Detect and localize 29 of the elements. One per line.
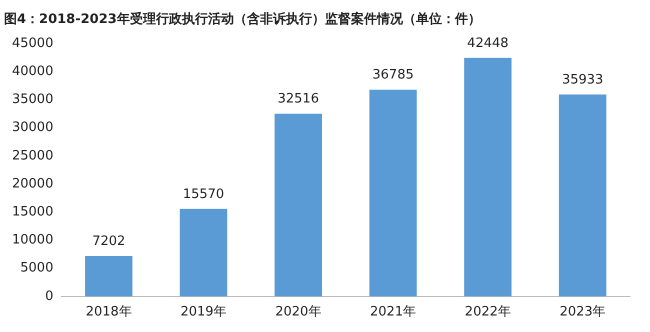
x-tick-label: 2019年: [180, 304, 227, 320]
y-tick-label: 35000: [12, 92, 54, 108]
x-tick-label: 2018年: [86, 304, 132, 320]
y-tick-label: 10000: [12, 232, 54, 248]
x-tick-label: 2021年: [370, 304, 416, 320]
y-tick-label: 45000: [12, 36, 54, 51]
x-tick-label: 2020年: [275, 304, 322, 320]
y-tick-label: 25000: [12, 148, 54, 164]
bar: [274, 114, 322, 296]
y-tick-label: 15000: [12, 204, 54, 220]
data-label: 42448: [467, 36, 509, 51]
bar: [464, 58, 512, 296]
data-label: 15570: [182, 186, 224, 202]
data-label: 36785: [372, 68, 414, 83]
bar: [558, 94, 606, 296]
data-label: 32516: [278, 92, 319, 107]
y-tick-label: 0: [45, 288, 54, 304]
data-label: 35933: [562, 72, 604, 88]
y-tick-label: 5000: [20, 260, 54, 276]
bar: [180, 208, 228, 296]
chart-title: 图4：2018-2023年受理行政执行活动（含非诉执行）监督案件情况（单位：件）: [4, 11, 481, 28]
data-label: 7202: [92, 234, 126, 249]
x-tick-label: 2023年: [560, 304, 606, 320]
y-tick-label: 30000: [12, 120, 54, 136]
y-tick-label: 40000: [12, 64, 54, 80]
bar: [369, 90, 417, 296]
bar: [85, 256, 132, 296]
y-tick-label: 20000: [12, 176, 54, 192]
x-tick-label: 2022年: [464, 304, 511, 320]
